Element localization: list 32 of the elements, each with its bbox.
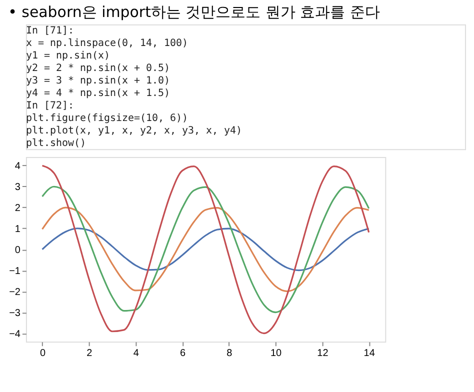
y-tick-label: 1 — [14, 224, 21, 235]
y-tick-label: −3 — [9, 308, 21, 319]
x-tick-label: 0 — [40, 348, 46, 360]
text: plt.plot(x, y1, x, y2, x, y3, x, y4) — [26, 125, 242, 136]
text: x = np.linspace(0, 14, 100) — [26, 38, 188, 50]
x-tick-label: 6 — [180, 348, 186, 360]
y-tick-label: −2 — [9, 286, 21, 298]
x-tick-label: 8 — [226, 348, 233, 360]
y-tick-label: 3 — [14, 182, 21, 193]
x-tick-label: 10 — [270, 348, 282, 360]
y-tick-label: 4 — [14, 160, 21, 172]
text: In [72]: — [26, 100, 74, 112]
x-tick-label: 2 — [86, 348, 93, 360]
y-tick-label: −1 — [9, 266, 21, 277]
text: y3 = 3 * np.sin(x + 1.0) — [26, 75, 170, 86]
text: y2 = 2 * np.sin(x + 0.5) — [26, 62, 170, 74]
text: y1 = np.sin(x) — [26, 50, 110, 62]
text: In [71]: — [26, 26, 74, 37]
x-tick-label: 12 — [317, 348, 329, 360]
x-tick-label: 4 — [133, 348, 140, 360]
line-series — [41, 186, 370, 314]
y-tick-label: 0 — [14, 244, 21, 256]
y-tick-label: 2 — [14, 202, 21, 214]
text: y4 = 4 * np.sin(x + 1.5) — [26, 88, 170, 99]
x-tick-label: 14 — [364, 348, 376, 360]
line-series — [41, 228, 370, 272]
y-tick-label: −4 — [9, 328, 21, 340]
text: plt.figure(figsize=(10, 6)) — [26, 112, 188, 124]
text: plt.show() — [26, 138, 86, 149]
line-series — [41, 206, 370, 292]
line-series — [41, 164, 370, 334]
chart-title: • seaborn은 import하는 것만으로도 뭔가 효과를 준다 — [8, 2, 380, 21]
